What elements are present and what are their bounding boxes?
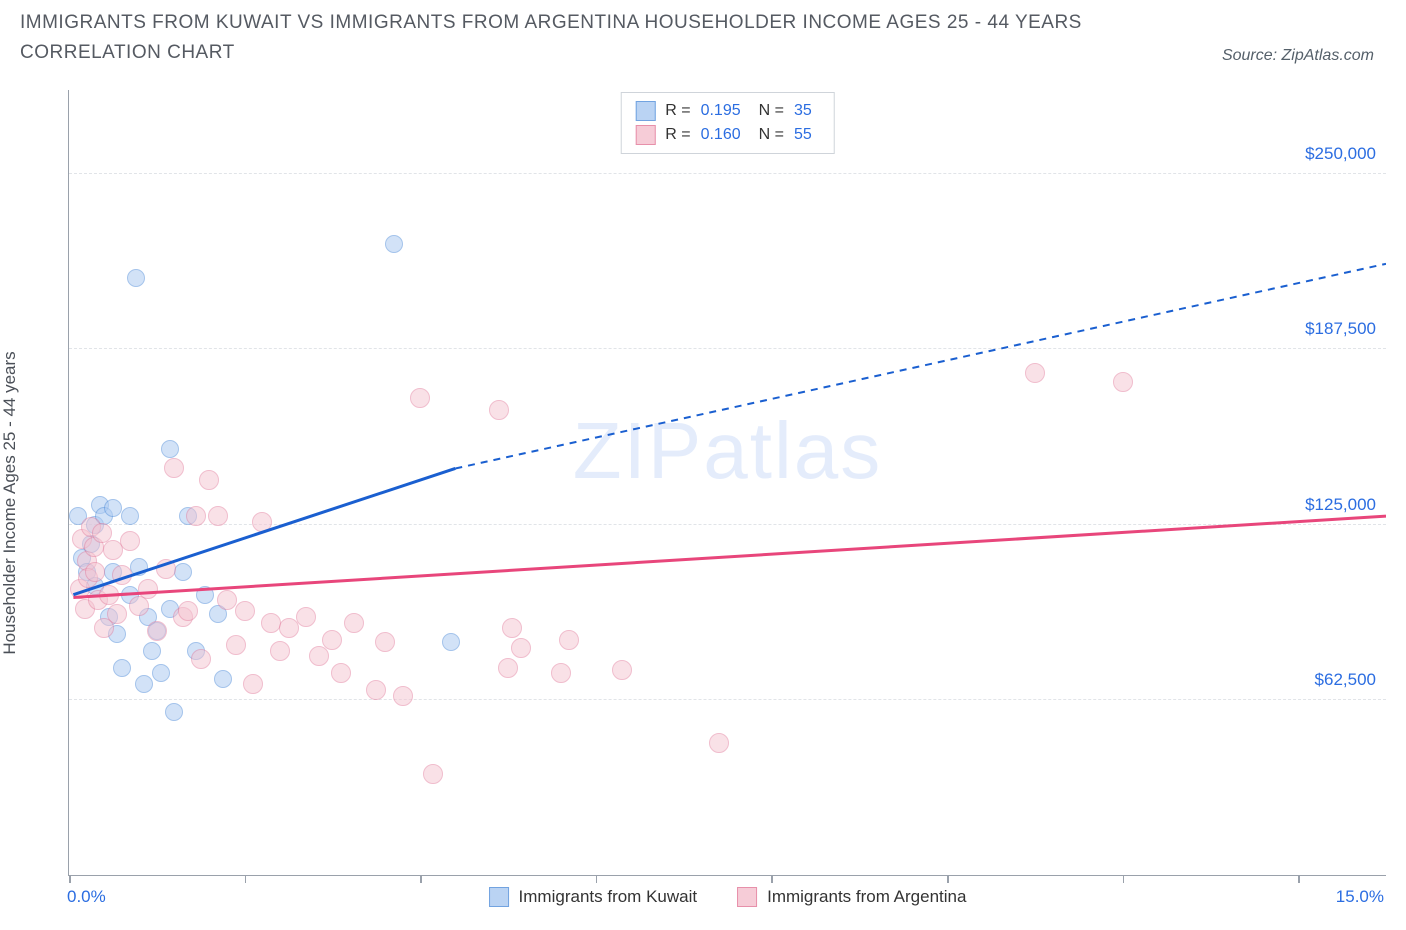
- legend-item-argentina: Immigrants from Argentina: [737, 887, 966, 907]
- legend-item-kuwait: Immigrants from Kuwait: [489, 887, 698, 907]
- data-point-argentina: [252, 512, 272, 532]
- data-point-kuwait: [152, 664, 170, 682]
- data-point-argentina: [164, 458, 184, 478]
- data-point-argentina: [344, 613, 364, 633]
- data-point-argentina: [511, 638, 531, 658]
- data-point-kuwait: [135, 675, 153, 693]
- x-max-label: 15.0%: [1336, 887, 1384, 907]
- swatch-argentina: [635, 125, 655, 145]
- legend-correlation: R = 0.195 N = 35 R = 0.160 N = 55: [620, 92, 835, 154]
- data-point-kuwait: [104, 499, 122, 517]
- data-point-kuwait: [196, 586, 214, 604]
- x-tick: [420, 875, 422, 883]
- swatch-kuwait-icon: [489, 887, 509, 907]
- data-point-argentina: [217, 590, 237, 610]
- legend-row-argentina: R = 0.160 N = 55: [635, 123, 820, 147]
- data-point-argentina: [375, 632, 395, 652]
- watermark: ZIPatlas: [573, 405, 882, 497]
- legend-row-kuwait: R = 0.195 N = 35: [635, 99, 820, 123]
- data-point-argentina: [410, 388, 430, 408]
- data-point-argentina: [226, 635, 246, 655]
- data-point-argentina: [331, 663, 351, 683]
- data-point-argentina: [1113, 372, 1133, 392]
- data-point-kuwait: [174, 563, 192, 581]
- gridline: [69, 173, 1386, 174]
- x-tick: [245, 875, 247, 883]
- data-point-argentina: [156, 559, 176, 579]
- chart-container: Householder Income Ages 25 - 44 years ZI…: [20, 90, 1386, 916]
- data-point-argentina: [199, 470, 219, 490]
- x-tick: [771, 875, 773, 883]
- data-point-argentina: [270, 641, 290, 661]
- data-point-argentina: [178, 601, 198, 621]
- data-point-argentina: [393, 686, 413, 706]
- swatch-kuwait: [635, 101, 655, 121]
- y-tick-label: $250,000: [1305, 144, 1376, 164]
- data-point-kuwait: [113, 659, 131, 677]
- data-point-kuwait: [442, 633, 460, 651]
- data-point-kuwait: [121, 507, 139, 525]
- data-point-argentina: [186, 506, 206, 526]
- data-point-kuwait: [385, 235, 403, 253]
- data-point-argentina: [85, 562, 105, 582]
- data-point-argentina: [612, 660, 632, 680]
- y-tick-label: $125,000: [1305, 495, 1376, 515]
- data-point-kuwait: [165, 703, 183, 721]
- swatch-argentina-icon: [737, 887, 757, 907]
- plot-area: ZIPatlas R = 0.195 N = 35 R = 0.160 N = …: [68, 90, 1386, 876]
- data-point-argentina: [147, 621, 167, 641]
- data-point-argentina: [423, 764, 443, 784]
- data-point-argentina: [191, 649, 211, 669]
- data-point-kuwait: [127, 269, 145, 287]
- data-point-argentina: [366, 680, 386, 700]
- x-tick: [596, 875, 598, 883]
- x-tick: [69, 875, 71, 883]
- gridline: [69, 699, 1386, 700]
- data-point-argentina: [112, 565, 132, 585]
- data-point-argentina: [502, 618, 522, 638]
- y-tick-label: $62,500: [1315, 670, 1376, 690]
- data-point-argentina: [322, 630, 342, 650]
- data-point-argentina: [120, 531, 140, 551]
- x-tick: [1298, 875, 1300, 883]
- data-point-argentina: [559, 630, 579, 650]
- data-point-kuwait: [130, 558, 148, 576]
- legend-series: Immigrants from Kuwait Immigrants from A…: [489, 887, 967, 907]
- data-point-argentina: [498, 658, 518, 678]
- data-point-argentina: [235, 601, 255, 621]
- chart-title: IMMIGRANTS FROM KUWAIT VS IMMIGRANTS FRO…: [20, 8, 1120, 69]
- data-point-kuwait: [214, 670, 232, 688]
- gridline: [69, 348, 1386, 349]
- data-point-argentina: [309, 646, 329, 666]
- data-point-argentina: [296, 607, 316, 627]
- data-point-argentina: [138, 579, 158, 599]
- data-point-argentina: [551, 663, 571, 683]
- y-axis-label: Householder Income Ages 25 - 44 years: [0, 351, 20, 654]
- trend-lines: [69, 90, 1386, 875]
- x-tick: [947, 875, 949, 883]
- data-point-argentina: [208, 506, 228, 526]
- y-tick-label: $187,500: [1305, 319, 1376, 339]
- data-point-argentina: [99, 585, 119, 605]
- x-tick: [1123, 875, 1125, 883]
- data-point-argentina: [243, 674, 263, 694]
- source-attribution: Source: ZipAtlas.com: [1222, 47, 1386, 69]
- data-point-argentina: [107, 604, 127, 624]
- data-point-argentina: [1025, 363, 1045, 383]
- data-point-kuwait: [143, 642, 161, 660]
- data-point-argentina: [279, 618, 299, 638]
- x-min-label: 0.0%: [67, 887, 106, 907]
- data-point-argentina: [489, 400, 509, 420]
- data-point-argentina: [709, 733, 729, 753]
- data-point-kuwait: [161, 440, 179, 458]
